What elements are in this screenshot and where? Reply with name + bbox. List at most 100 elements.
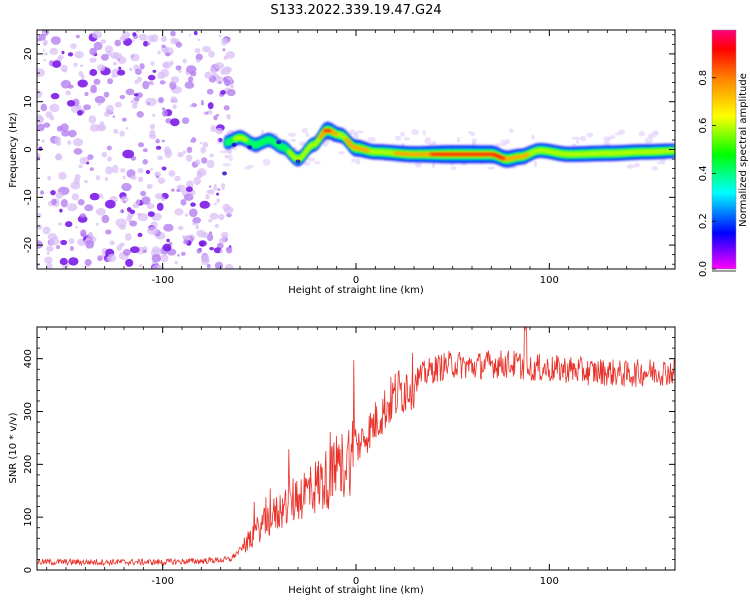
- noise-blob: [157, 50, 161, 55]
- noise-blob: [190, 202, 196, 207]
- noise-blob: [136, 212, 143, 217]
- x-tick-label: -100: [151, 576, 174, 587]
- noise-blob: [79, 213, 87, 219]
- noise-blob: [130, 175, 137, 181]
- halo-blob: [603, 141, 612, 147]
- halo-blob: [228, 154, 233, 162]
- noise-blob: [209, 212, 219, 220]
- halo-blob: [262, 158, 271, 166]
- noise-blob: [83, 104, 91, 111]
- noise-blob: [113, 128, 119, 134]
- halo-blob: [626, 164, 635, 169]
- noise-blob: [216, 198, 220, 203]
- noise-blob: [42, 226, 51, 235]
- snr-series-line: [37, 327, 675, 567]
- noise-blob: [162, 107, 166, 111]
- y-tick-label: 0: [23, 146, 34, 152]
- noise-blob: [84, 259, 92, 266]
- noise-blob: [200, 102, 204, 106]
- noise-blob: [174, 175, 181, 182]
- noise-blob: [214, 261, 224, 269]
- noise-blob: [146, 203, 155, 209]
- noise-blob: [140, 190, 147, 197]
- noise-blob: [67, 52, 74, 57]
- noise-blob: [202, 141, 209, 148]
- noise-blob: [161, 139, 165, 143]
- noise-blob: [50, 190, 56, 196]
- halo-blob: [431, 162, 436, 168]
- noise-blob: [74, 51, 84, 59]
- noise-blob: [147, 211, 155, 217]
- noise-blob: [125, 258, 134, 267]
- noise-blob: [163, 62, 170, 68]
- noise-blob: [211, 69, 217, 76]
- snr-y-label: SNR (10 * v/v): [8, 412, 19, 483]
- noise-blob: [190, 189, 196, 196]
- noise-blob: [145, 169, 151, 175]
- noise-blob: [207, 102, 214, 110]
- noise-blob: [136, 111, 144, 118]
- noise-blob: [206, 88, 214, 95]
- noise-blob: [191, 103, 198, 108]
- noise-blob: [155, 175, 160, 179]
- noise-blob: [69, 246, 74, 251]
- halo-blob: [579, 135, 587, 142]
- halo-blob: [395, 135, 402, 141]
- ridge-cell: [525, 153, 530, 157]
- halo-blob: [644, 137, 653, 144]
- noise-blob: [119, 94, 126, 100]
- noise-blob: [195, 53, 203, 61]
- noise-blob: [130, 100, 134, 104]
- ridge-cell: [326, 129, 332, 132]
- noise-blob: [104, 199, 116, 209]
- y-tick-label: 0: [23, 567, 34, 573]
- halo-blob: [313, 161, 321, 165]
- noise-blob: [206, 190, 211, 194]
- noise-blob: [37, 123, 45, 132]
- y-tick-label: 10: [23, 95, 34, 108]
- noise-blob: [210, 125, 217, 133]
- noise-blob: [70, 43, 77, 49]
- noise-blob: [73, 62, 78, 68]
- noise-blob: [201, 157, 208, 164]
- noise-blob: [147, 42, 151, 45]
- noise-blob: [46, 245, 54, 252]
- halo-blob: [450, 166, 457, 171]
- noise-blob: [137, 232, 143, 238]
- noise-blob: [152, 69, 157, 73]
- noise-blob: [114, 39, 122, 47]
- halo-blob: [607, 136, 612, 141]
- noise-blob: [230, 84, 234, 89]
- halo-blob: [307, 157, 316, 162]
- noise-blob: [46, 251, 50, 255]
- noise-blob: [177, 254, 180, 257]
- noise-blob: [78, 164, 83, 169]
- colorbar-gradient: [712, 30, 736, 269]
- noise-blob: [40, 190, 45, 195]
- noise-blob: [37, 115, 45, 124]
- noise-blob: [142, 249, 147, 253]
- spectrogram-x-label: Height of straight line (km): [288, 285, 424, 296]
- noise-blob: [225, 66, 233, 73]
- noise-blob: [75, 34, 80, 39]
- noise-blob: [134, 96, 140, 102]
- colorbar-label: Normalized spectral amplitude: [738, 73, 749, 227]
- noise-blob: [109, 51, 119, 59]
- halo-blob: [351, 158, 356, 163]
- noise-blob: [97, 255, 103, 262]
- noise-blob: [37, 90, 43, 98]
- noise-blob: [222, 203, 231, 212]
- noise-blob: [182, 58, 187, 64]
- halo-blob: [575, 139, 580, 145]
- noise-blob: [135, 68, 142, 75]
- x-tick-label: 0: [353, 576, 359, 587]
- halo-blob: [222, 163, 232, 167]
- y-tick-label: 400: [23, 349, 34, 368]
- noise-blob: [125, 233, 132, 241]
- noise-blob: [214, 62, 225, 70]
- noise-blob: [219, 237, 226, 244]
- noise-blob: [194, 48, 201, 54]
- noise-blob: [177, 151, 184, 158]
- noise-blob: [218, 81, 222, 84]
- noise-blob: [52, 60, 62, 68]
